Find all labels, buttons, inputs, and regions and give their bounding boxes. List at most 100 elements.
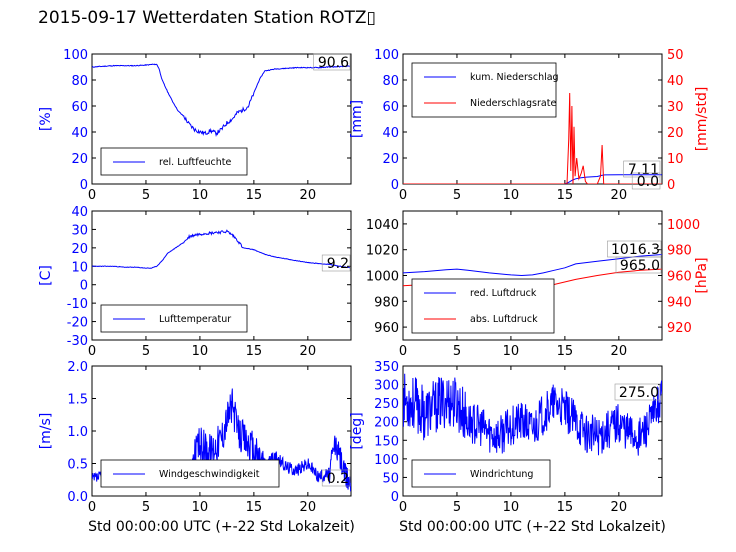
legend-label: Windgeschwindigkeit bbox=[159, 469, 260, 480]
x-tick-label: 5 bbox=[142, 500, 150, 515]
y-tick-label: 40 bbox=[382, 126, 399, 141]
legend-label: Windrichtung bbox=[470, 469, 533, 480]
legend-label: Lufttemperatur bbox=[159, 314, 231, 325]
y2-tick-label: 30 bbox=[667, 100, 684, 115]
legend-box bbox=[411, 62, 557, 118]
value-annotation: 0.0 bbox=[631, 172, 661, 190]
y-axis-label: [m/s] bbox=[38, 413, 54, 450]
annotation-box bbox=[631, 172, 661, 190]
annotation-box bbox=[321, 254, 351, 272]
chart-temperature: 0 5 10 15 20 -30 -20 -10 0 10 20 30 40 [C] Lufttempera… bbox=[38, 205, 352, 359]
y-tick-label: 0 bbox=[80, 279, 88, 294]
y-tick-label: 40 bbox=[71, 126, 88, 141]
y-tick-label: 150 bbox=[374, 434, 399, 449]
x-axis-label: Std 00:00:00 UTC (+-22 Std Lokalzeit) bbox=[399, 519, 666, 535]
value-annotation: 7.11 bbox=[623, 160, 661, 178]
x-tick-label: 20 bbox=[300, 188, 317, 203]
x-tick-label: 10 bbox=[192, 500, 209, 515]
series-line-kum-niederschlag bbox=[403, 174, 662, 184]
y-tick-label: 1040 bbox=[366, 218, 399, 233]
y-tick-label: 980 bbox=[374, 295, 399, 310]
y-tick-label: 60 bbox=[382, 100, 399, 115]
x-tick-label: 15 bbox=[246, 500, 263, 515]
y2-tick-label: 0 bbox=[667, 178, 675, 193]
x-tick-label: 0 bbox=[88, 344, 96, 359]
value-annotation: 965.0 bbox=[615, 256, 662, 274]
x-tick-label: 20 bbox=[611, 500, 628, 515]
y-tick-label: 0 bbox=[80, 178, 88, 193]
y2-axis-label: [hPa] bbox=[694, 257, 710, 293]
x-tick-label: 10 bbox=[503, 344, 520, 359]
x-tick-label: 20 bbox=[611, 188, 628, 203]
x-tick-label: 20 bbox=[300, 344, 317, 359]
legend: Windgeschwindigkeit bbox=[100, 459, 280, 488]
y-tick-label: 20 bbox=[71, 242, 88, 257]
y-tick-label: 100 bbox=[374, 48, 399, 63]
x-tick-label: 5 bbox=[453, 500, 461, 515]
value-annotation: 1016.3 bbox=[607, 240, 662, 258]
y-axis-label: [mm] bbox=[349, 100, 365, 138]
y-tick-label: 50 bbox=[382, 471, 399, 486]
plot-frame bbox=[402, 365, 663, 497]
y-tick-label: 60 bbox=[71, 100, 88, 115]
y-tick-label: -20 bbox=[67, 316, 88, 331]
y2-tick-label: 940 bbox=[667, 295, 692, 310]
series-line-red-luftdruck bbox=[403, 254, 662, 277]
x-tick-label: 15 bbox=[246, 188, 263, 203]
y2-tick-label: 50 bbox=[667, 48, 684, 63]
y-axis-label: [%] bbox=[38, 107, 54, 131]
x-tick-label: 20 bbox=[611, 344, 628, 359]
annotation-text: 965.0 bbox=[620, 258, 660, 274]
value-annotation: 9.2 bbox=[321, 254, 351, 272]
chart-precip: 0 5 10 15 20 0 20 40 60 80 100 0 10 20 30 40 50 [mm] [mm/s… bbox=[349, 48, 710, 203]
y-tick-label: -10 bbox=[67, 297, 88, 312]
chart-humidity: 0 5 10 15 20 0 20 40 60 80 100 [%] rel. Luftfeuchte 9… bbox=[38, 48, 352, 203]
x-tick-label: 5 bbox=[142, 344, 150, 359]
y-tick-label: 2.0 bbox=[67, 360, 88, 375]
y-tick-label: 30 bbox=[71, 223, 88, 238]
plot-frame bbox=[91, 210, 352, 341]
value-annotation: 90.6 bbox=[313, 53, 351, 71]
y-tick-label: 0 bbox=[391, 490, 399, 505]
annotation-box bbox=[614, 383, 661, 401]
legend: red. Luftdruck abs. Luftdruck bbox=[411, 278, 555, 334]
y2-tick-label: 10 bbox=[667, 152, 684, 167]
y-tick-label: 10 bbox=[71, 260, 88, 275]
plot-frame bbox=[91, 53, 352, 185]
y2-tick-label: 980 bbox=[667, 244, 692, 259]
x-tick-label: 10 bbox=[192, 344, 209, 359]
legend: rel. Luftfeuchte bbox=[100, 147, 248, 176]
value-annotation: 0.2 bbox=[321, 469, 351, 487]
legend: kum. Niederschlag Niederschlagsrate bbox=[411, 62, 559, 118]
y-tick-label: -30 bbox=[67, 334, 88, 349]
annotation-text: 1016.3 bbox=[611, 242, 660, 258]
y2-tick-label: 40 bbox=[667, 74, 684, 89]
y-tick-label: 0 bbox=[391, 178, 399, 193]
page-title: 2015-09-17 Wetterdaten Station ROTZ▯ bbox=[38, 8, 376, 28]
annotation-text: 275.0 bbox=[619, 385, 659, 401]
y-tick-label: 100 bbox=[374, 453, 399, 468]
x-tick-label: 10 bbox=[503, 500, 520, 515]
legend: Windrichtung bbox=[411, 459, 551, 488]
y-tick-label: 0.0 bbox=[67, 490, 88, 505]
annotation-box bbox=[321, 469, 351, 487]
legend-label: Niederschlagsrate bbox=[470, 98, 556, 109]
y-tick-label: 1.5 bbox=[67, 393, 88, 408]
x-tick-label: 20 bbox=[300, 500, 317, 515]
y-tick-label: 300 bbox=[374, 379, 399, 394]
y-tick-label: 100 bbox=[63, 48, 88, 63]
annotation-box bbox=[615, 256, 662, 274]
x-tick-label: 10 bbox=[192, 188, 209, 203]
y2-tick-label: 960 bbox=[667, 270, 692, 285]
x-tick-label: 15 bbox=[557, 188, 574, 203]
legend-box bbox=[411, 278, 555, 334]
y-tick-label: 350 bbox=[374, 360, 399, 375]
chart-pressure: 0 5 10 15 20 960 980 1000 1020 1040 920 940 960 980 10… bbox=[366, 210, 710, 359]
y-tick-label: 1020 bbox=[366, 244, 399, 259]
y2-axis-label: [mm/std] bbox=[694, 87, 710, 152]
x-tick-label: 15 bbox=[246, 344, 263, 359]
y-tick-label: 80 bbox=[71, 74, 88, 89]
y-tick-label: 80 bbox=[382, 74, 399, 89]
